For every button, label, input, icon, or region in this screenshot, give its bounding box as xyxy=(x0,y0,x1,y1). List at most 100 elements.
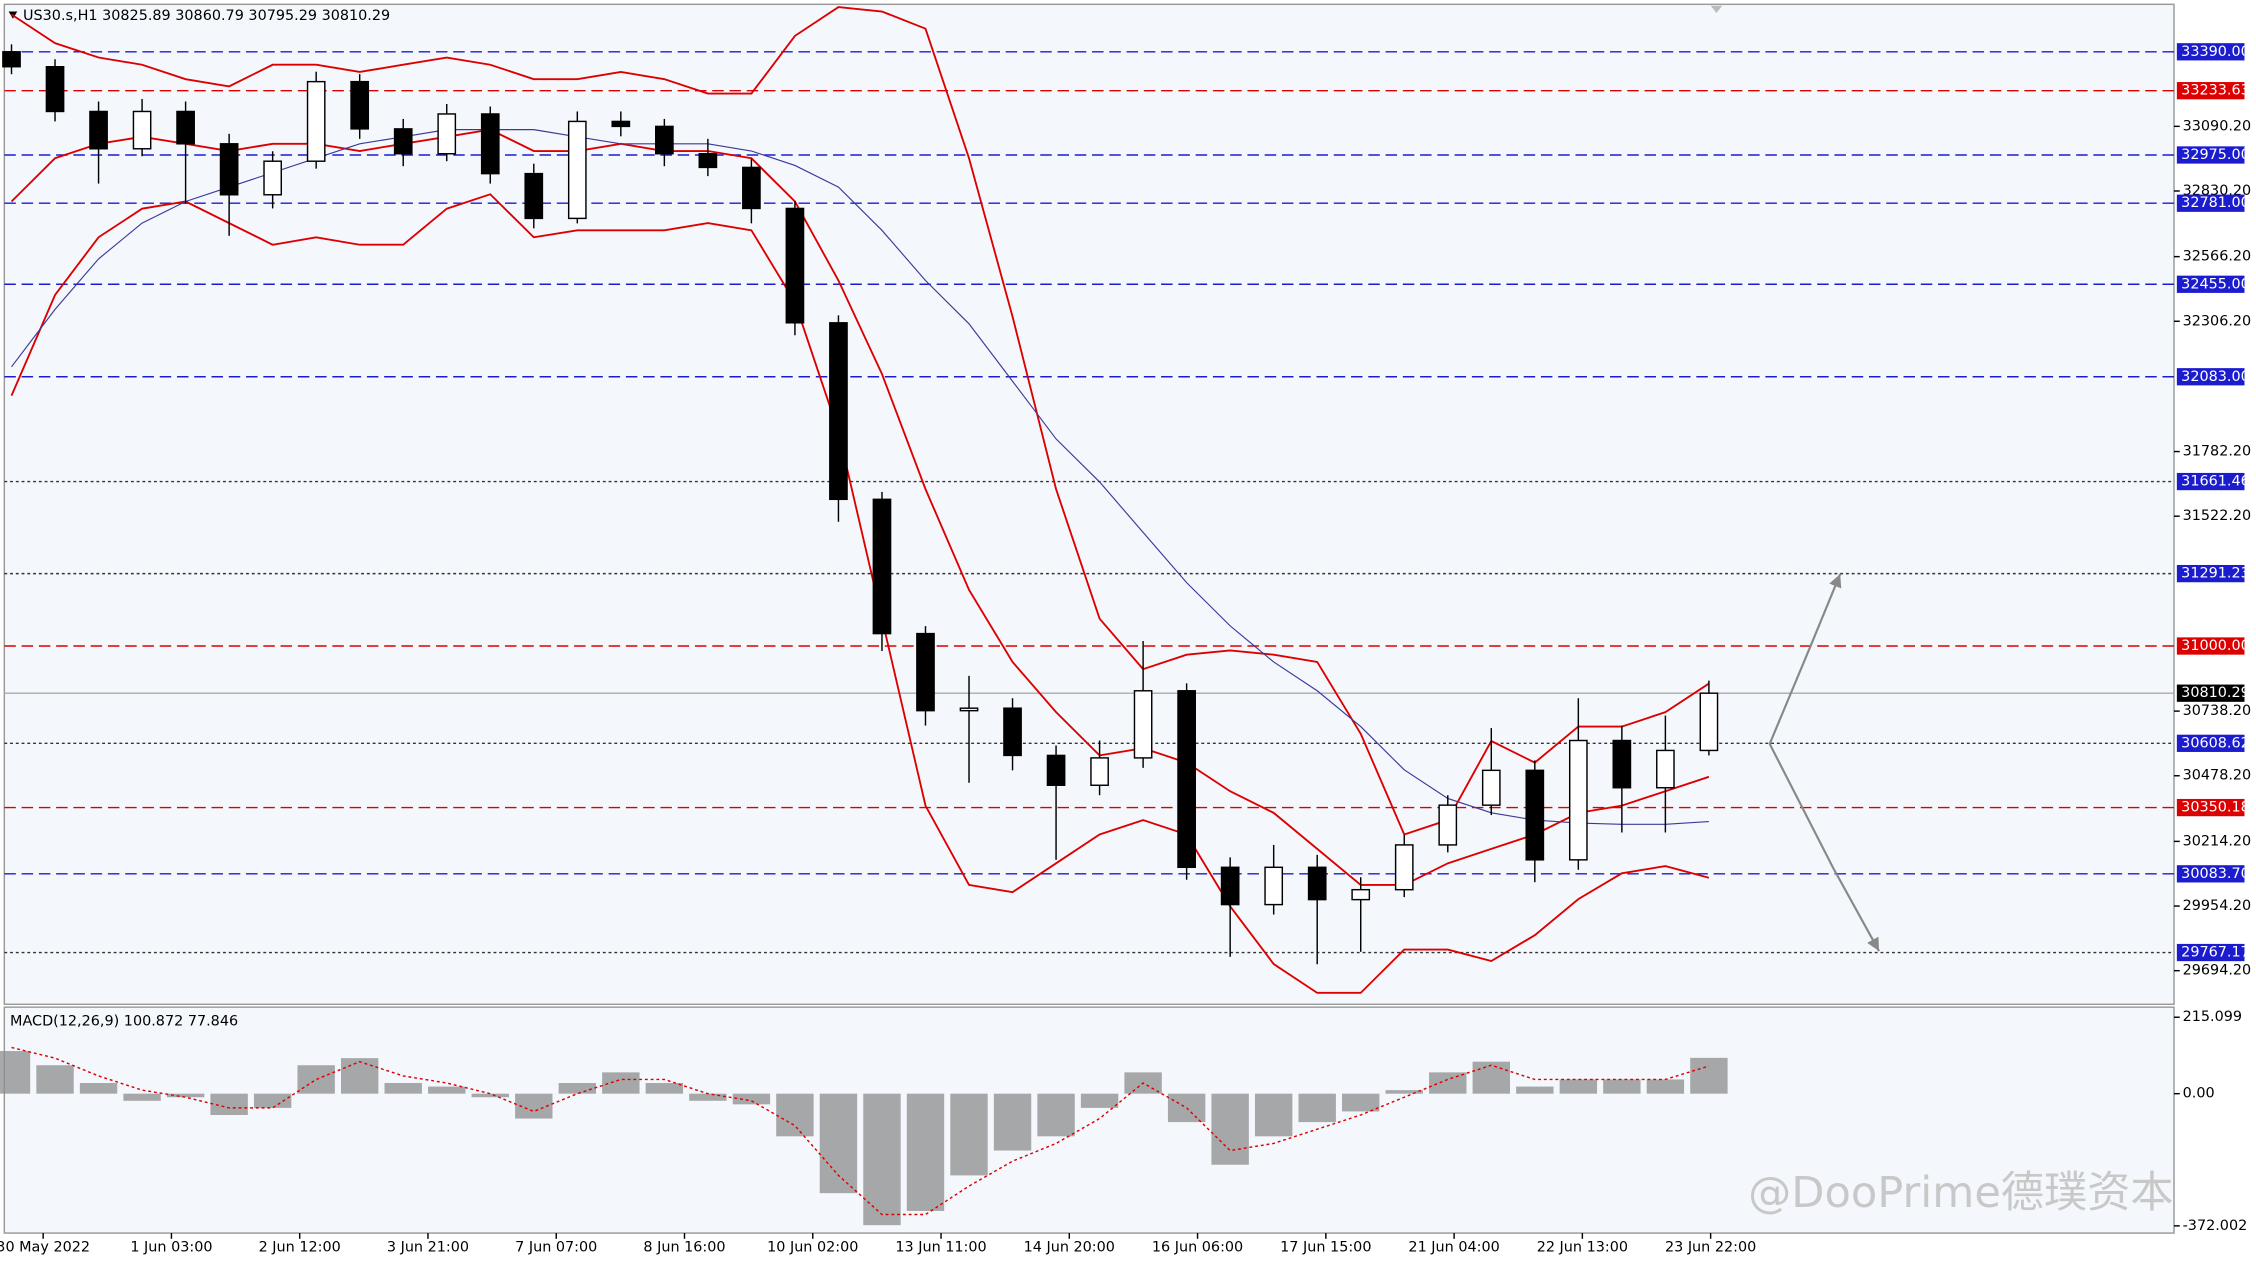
level-label: 31000.00 xyxy=(2181,638,2250,654)
y-tick-label: 32566.20 xyxy=(2183,249,2252,265)
candle-body xyxy=(350,80,370,130)
level-box xyxy=(2176,43,2245,61)
candle-body xyxy=(393,128,413,155)
y-tick-label: 30214.20 xyxy=(2183,833,2252,849)
x-tick-label: 2 Jun 12:00 xyxy=(259,1239,341,1255)
level-box xyxy=(2176,275,2245,293)
candle-body xyxy=(132,110,152,150)
macd-bar xyxy=(79,1083,118,1094)
macd-bar xyxy=(602,1072,640,1094)
macd-bar xyxy=(993,1093,1032,1151)
candle-body xyxy=(263,160,282,196)
macd-bar xyxy=(906,1093,945,1211)
macd-bar xyxy=(166,1093,205,1098)
arrows xyxy=(1768,573,1880,952)
macd-bar xyxy=(1385,1090,1423,1094)
macd-bar xyxy=(1254,1093,1293,1137)
x-tick-label: 23 Jun 22:00 xyxy=(1665,1239,1756,1255)
candle-body xyxy=(1133,690,1153,759)
y-tick-label: 0.00 xyxy=(2183,1086,2215,1102)
level-label: 30083.70 xyxy=(2181,866,2250,882)
macd-bar xyxy=(819,1093,858,1194)
candle-body xyxy=(1656,749,1675,789)
candle-body xyxy=(1481,769,1501,806)
x-tick-label: 21 Jun 04:00 xyxy=(1408,1239,1499,1255)
macd-bar xyxy=(0,1051,31,1094)
level-label: 31661.46 xyxy=(2181,474,2250,490)
candle-body xyxy=(742,166,761,210)
macd-bar xyxy=(210,1093,248,1116)
macd-bar xyxy=(384,1083,422,1094)
macd-bar xyxy=(297,1065,335,1094)
candle-body xyxy=(1177,690,1196,869)
indicator-line xyxy=(10,193,1710,994)
candle-body xyxy=(176,110,195,145)
candle-body xyxy=(1220,866,1240,906)
candle-body xyxy=(219,143,239,196)
indicator-line xyxy=(10,6,1710,836)
candle-body xyxy=(306,80,326,162)
main-layer xyxy=(2,6,2174,994)
macd-bar xyxy=(558,1083,597,1094)
candle-body xyxy=(1438,804,1458,846)
candle-body xyxy=(1699,692,1719,752)
level-box xyxy=(2176,194,2245,212)
candle-body xyxy=(959,707,979,712)
level-label: 32083.00 xyxy=(2181,369,2250,385)
candle-body xyxy=(1090,757,1109,786)
x-tick-label: 14 Jun 20:00 xyxy=(1024,1239,1115,1255)
candle-body xyxy=(437,113,457,155)
chart-title: US30.s,H1 30825.89 30860.79 30795.29 308… xyxy=(23,8,390,24)
level-box xyxy=(2176,637,2245,655)
candle-body xyxy=(1394,844,1414,891)
candle-body xyxy=(655,125,674,155)
level-label: 30810.29 xyxy=(2181,685,2250,701)
signal-line xyxy=(11,1046,1710,1216)
macd-bar xyxy=(1472,1061,1510,1094)
macd-bar xyxy=(645,1083,684,1094)
level-label: 32455.00 xyxy=(2181,276,2250,292)
watermark: @DooPrime德璞资本 xyxy=(1748,1168,2173,1218)
level-label: 31291.23 xyxy=(2181,566,2250,582)
candle-body xyxy=(1307,866,1327,901)
candle-body xyxy=(872,498,892,635)
macd-bar xyxy=(1211,1093,1249,1165)
level-label: 33390.00 xyxy=(2181,44,2250,60)
candle-body xyxy=(1264,866,1284,906)
indicator-line xyxy=(11,129,1709,825)
level-label: 30608.62 xyxy=(2181,735,2250,751)
x-tick-label: 16 Jun 06:00 xyxy=(1152,1239,1243,1255)
x-tick-label: 8 Jun 16:00 xyxy=(643,1239,725,1255)
level-label: 29767.17 xyxy=(2181,945,2250,961)
macd-bar xyxy=(732,1093,771,1105)
level-box xyxy=(2176,82,2245,100)
candle-body xyxy=(45,66,65,113)
candle-body xyxy=(611,120,631,128)
level-label: 30350.18 xyxy=(2181,800,2250,816)
candle-body xyxy=(829,322,848,501)
candle-body xyxy=(1568,739,1588,861)
macd-bar xyxy=(689,1093,727,1101)
level-label: 32781.00 xyxy=(2181,195,2250,211)
macd-bar xyxy=(863,1093,901,1226)
arrow-up xyxy=(1768,573,1842,745)
level-box xyxy=(2176,943,2245,962)
level-box xyxy=(2176,146,2245,164)
macd-bar xyxy=(1080,1093,1119,1108)
level-box xyxy=(2176,684,2245,702)
candle-body xyxy=(698,153,718,169)
candle-body xyxy=(524,172,544,220)
macd-title: MACD(12,26,9) 100.872 77.846 xyxy=(10,1014,238,1030)
macd-bar xyxy=(1603,1079,1641,1094)
x-tick-label: 7 Jun 07:00 xyxy=(515,1239,597,1255)
macd-bar xyxy=(1429,1072,1467,1094)
macd-bar xyxy=(776,1093,814,1137)
y-tick-label: 30738.20 xyxy=(2183,703,2252,719)
level-label: 32975.00 xyxy=(2181,147,2250,163)
indicator-line xyxy=(10,128,1710,886)
macd-bar xyxy=(1646,1079,1685,1094)
macd-panel xyxy=(3,1006,2175,1234)
macd-bar xyxy=(471,1093,509,1098)
